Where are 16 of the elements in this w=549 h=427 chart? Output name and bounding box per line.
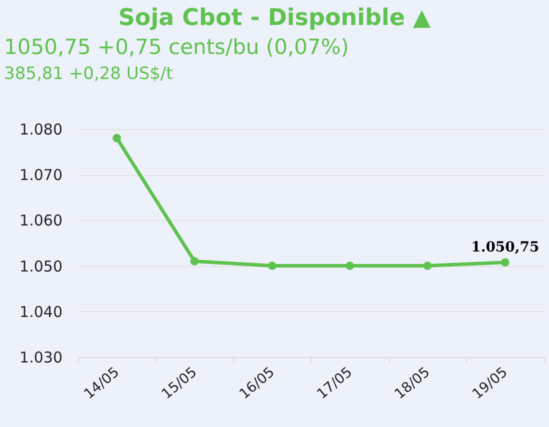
chart-title: Soja Cbot - Disponible ▲: [117, 5, 432, 31]
text: 385,81 +0,28 US$/t: [4, 64, 173, 84]
point: [423, 262, 432, 270]
point: [112, 134, 122, 142]
y-tick-label: 1.070: [20, 166, 62, 184]
point: [500, 258, 510, 267]
chart-subtitle: 1050,75 +0,75 cents/bu (0,07%): [4, 35, 349, 59]
y-tick-label: 1.080: [20, 120, 62, 138]
point: [190, 257, 199, 266]
point: [268, 262, 276, 270]
y-tick-label: 1.040: [20, 302, 62, 321]
y-tick-label: 1.050: [20, 257, 62, 276]
data-label: 1.050,75: [471, 239, 540, 256]
y-tick-label: 1.060: [20, 212, 62, 230]
y-tick-label: 1.030: [20, 348, 62, 366]
point: [346, 262, 354, 270]
